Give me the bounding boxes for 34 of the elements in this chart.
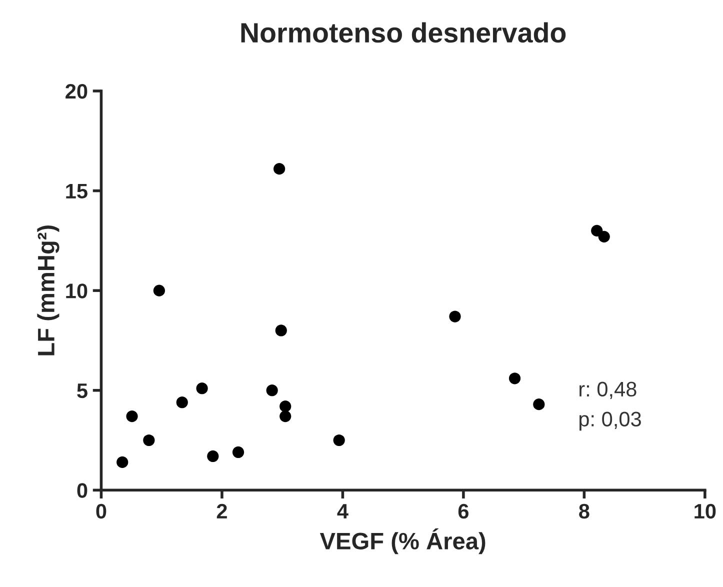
point xyxy=(116,456,128,468)
point xyxy=(508,372,521,384)
chart-title: Normotenso desnervado xyxy=(241,22,566,43)
point xyxy=(266,384,278,396)
point xyxy=(598,230,610,242)
x-tick-label: 8 xyxy=(579,504,590,519)
y-tick-label: 20 xyxy=(66,84,88,99)
point xyxy=(280,410,292,422)
x-tick-label: 0 xyxy=(96,504,106,519)
x-axis-title: VEGF (% Área) xyxy=(320,528,486,554)
y-axis-title: LF (mmHg²) xyxy=(37,226,60,356)
x-tick-label: 2 xyxy=(216,504,227,518)
y-tick-label: 10 xyxy=(66,284,88,298)
annotation: r: 0,48 xyxy=(580,382,636,400)
annotation: p: 0,03 xyxy=(579,412,641,431)
point xyxy=(275,324,287,336)
x-tick-label: 6 xyxy=(458,504,468,519)
y-tick-label: 5 xyxy=(77,384,88,398)
point xyxy=(232,446,244,458)
point xyxy=(274,163,286,175)
y-tick-label: 15 xyxy=(66,184,88,199)
point xyxy=(176,396,188,408)
point xyxy=(126,410,138,422)
point xyxy=(207,450,219,462)
x-tick-label: 4 xyxy=(337,504,348,518)
point xyxy=(333,434,345,446)
point xyxy=(533,398,545,410)
point xyxy=(153,284,165,296)
point xyxy=(143,434,155,446)
point xyxy=(196,382,208,394)
y-tick-label: 0 xyxy=(77,483,88,498)
point xyxy=(449,310,461,322)
x-tick-label: 10 xyxy=(694,504,716,519)
point xyxy=(280,400,292,412)
